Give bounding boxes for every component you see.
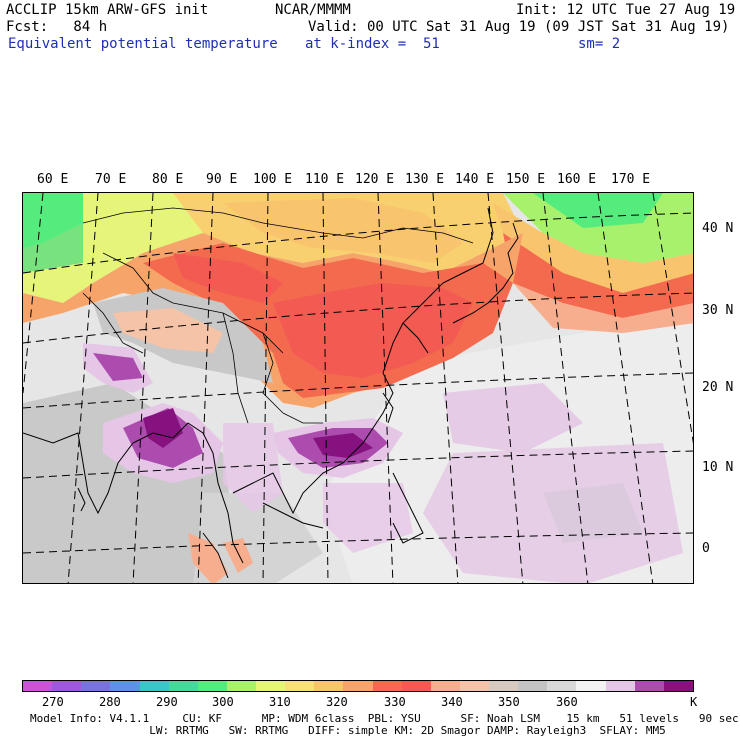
latitude-label: 40 N (702, 221, 734, 236)
model-info-line2: LW: RRTMG SW: RRTMG DIFF: simple KM: 2D … (30, 724, 666, 737)
colorbar-tick-label: 280 (99, 695, 121, 709)
latitude-label: 20 N (702, 380, 734, 395)
equivalent-potential-temperature-map (23, 193, 693, 583)
colorbar-swatch (110, 681, 140, 691)
longitude-label: 100 E (253, 172, 293, 187)
organization-label: NCAR/MMMM (275, 2, 351, 18)
colorbar-swatch (256, 681, 286, 691)
longitude-label: 150 E (506, 172, 546, 187)
colorbar-swatch (168, 681, 198, 691)
colorbar-swatch (663, 681, 693, 691)
colorbar-swatch (576, 681, 606, 691)
longitude-label: 120 E (355, 172, 395, 187)
colorbar-tick-label: 350 (498, 695, 520, 709)
longitude-label: 70 E (95, 172, 127, 187)
longitude-label: 140 E (455, 172, 495, 187)
colorbar-swatch (518, 681, 548, 691)
latitude-label: 0 (702, 541, 710, 556)
longitude-label: 60 E (37, 172, 69, 187)
colorbar-swatch (52, 681, 82, 691)
colorbar-swatch (401, 681, 431, 691)
colorbar-swatch (430, 681, 460, 691)
colorbar-swatch (634, 681, 664, 691)
colorbar-tick-label: 300 (212, 695, 234, 709)
level-info: at k-index = 51 (305, 36, 440, 52)
colorbar-tick-label: 340 (441, 695, 463, 709)
model-info-line1: Model Info: V4.1.1 CU: KF MP: WDM 6class… (30, 712, 739, 725)
longitude-label: 130 E (405, 172, 445, 187)
colorbar-tick-label: 310 (269, 695, 291, 709)
colorbar-swatch (139, 681, 169, 691)
colorbar-unit: K (690, 695, 698, 709)
colorbar-swatch (343, 681, 373, 691)
longitude-label: 110 E (305, 172, 345, 187)
longitude-label: 80 E (152, 172, 184, 187)
latitude-label: 10 N (702, 460, 734, 475)
longitude-label: 90 E (206, 172, 238, 187)
colorbar-tick-label: 270 (42, 695, 64, 709)
colorbar-tick-label: 360 (556, 695, 578, 709)
colorbar-tick-label: 330 (384, 695, 406, 709)
longitude-label: 170 E (611, 172, 651, 187)
colorbar-swatch (459, 681, 489, 691)
longitude-label: 160 E (557, 172, 597, 187)
colorbar-swatch (547, 681, 577, 691)
valid-time: Valid: 00 UTC Sat 31 Aug 19 (09 JST Sat … (308, 19, 730, 35)
colorbar-swatch (226, 681, 256, 691)
colorbar-swatch (23, 681, 53, 691)
colorbar-swatch (605, 681, 635, 691)
colorbar-swatch (197, 681, 227, 691)
map-panel (22, 192, 694, 584)
colorbar-swatch (489, 681, 519, 691)
colorbar-swatch (81, 681, 111, 691)
forecast-hour: Fcst: 84 h (6, 19, 108, 35)
smoothing-info: sm= 2 (578, 36, 621, 52)
model-title: ACCLIP 15km ARW-GFS init (6, 2, 209, 18)
colorbar-swatch (314, 681, 344, 691)
init-time: Init: 12 UTC Tue 27 Aug 19 (516, 2, 736, 18)
colorbar-swatch (372, 681, 402, 691)
colorbar-tick-label: 320 (326, 695, 348, 709)
colorbar (22, 680, 694, 692)
latitude-label: 30 N (702, 303, 734, 318)
colorbar-tick-label: 290 (156, 695, 178, 709)
colorbar-swatch (285, 681, 315, 691)
field-name: Equivalent potential temperature (8, 36, 278, 52)
